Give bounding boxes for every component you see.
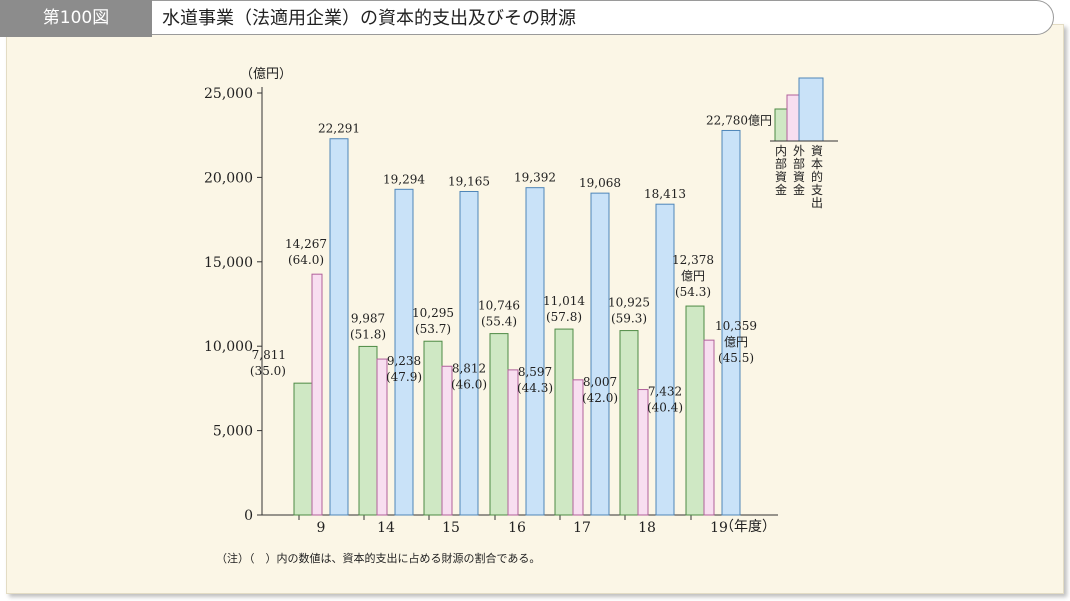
internal-value-label: 10,295 [412, 306, 454, 320]
internal-funds-bar [489, 333, 509, 516]
internal-funds-bar [423, 340, 443, 516]
internal-funds-bar [619, 330, 639, 516]
external-funds-bar [637, 389, 649, 516]
internal-value-label: 11,014 [543, 294, 585, 308]
external-share-label: (64.0) [288, 253, 324, 267]
x-tick-label: 18 [638, 520, 656, 536]
x-axis-unit-label: （年度） [720, 519, 776, 535]
capital-expenditure-bar [525, 187, 545, 516]
y-tick-label: 5,000 [213, 424, 253, 440]
internal-funds-bar [685, 305, 705, 516]
legend-label-external-funds: 外部資金 [793, 144, 805, 197]
external-unit-label: 億円 [724, 335, 748, 349]
external-value-label: 8,007 [583, 375, 617, 389]
external-share-label: (44.3) [517, 381, 553, 395]
capital-value-label: 19,294 [383, 172, 425, 186]
internal-funds-bar [293, 382, 313, 516]
external-share-label: (45.5) [718, 351, 754, 365]
internal-value-label: 10,925 [608, 296, 650, 310]
external-value-label: 9,238 [387, 354, 421, 368]
capital-value-label: 22,780億円 [706, 113, 772, 127]
internal-value-label: 12,378 [672, 253, 714, 267]
internal-share-label: (51.8) [350, 327, 386, 341]
external-value-label: 10,359 [715, 319, 757, 333]
capital-expenditure-bar [655, 203, 675, 516]
internal-unit-label: 億円 [681, 269, 705, 283]
chart-bars [293, 129, 741, 516]
external-share-label: (42.0) [582, 391, 618, 405]
internal-share-label: (53.7) [415, 322, 451, 336]
external-value-label: 8,812 [452, 361, 486, 375]
figure-number: 第100図 [0, 0, 152, 37]
external-funds-bar [376, 358, 388, 516]
y-tick-label: 20,000 [204, 170, 253, 186]
chart-axes: 0 5,000 10,000 15,000 20,000 25,000 9 14 15 16 17 1… [204, 86, 778, 536]
y-tick-label: 25,000 [204, 86, 253, 102]
capital-value-label: 19,392 [514, 171, 556, 185]
y-tick-label: 10,000 [204, 339, 253, 355]
legend-label-capital-expenditure: 資本的支出 [811, 144, 823, 210]
capital-value-label: 19,165 [448, 174, 490, 188]
y-axis-label: （億円） [240, 66, 292, 82]
internal-share-label: (57.8) [546, 310, 582, 324]
internal-share-label: (54.3) [675, 285, 711, 299]
external-value-label: 14,267 [285, 237, 327, 251]
external-share-label: (40.4) [647, 401, 683, 415]
external-funds-bar [441, 365, 453, 516]
y-tick-label: 15,000 [204, 255, 253, 271]
capital-value-label: 22,291 [318, 122, 360, 136]
external-share-label: (46.0) [451, 377, 487, 391]
internal-funds-bar [554, 328, 574, 516]
external-share-label: (47.9) [386, 370, 422, 384]
capital-expenditure-bar [590, 192, 610, 516]
capital-expenditure-bar [394, 188, 414, 516]
x-tick-label: 9 [317, 520, 326, 536]
internal-value-label: 9,987 [351, 311, 385, 325]
chart-note: （注）（ ）内の数値は、資本的支出に占める財源の割合である。 [216, 551, 540, 565]
external-funds-bar [507, 369, 519, 516]
internal-value-label: 10,746 [478, 299, 520, 313]
capital-expenditure-bar [329, 138, 349, 516]
external-funds-bar [311, 273, 323, 516]
internal-share-label: (55.4) [481, 315, 517, 329]
y-tick-label: 0 [244, 508, 253, 524]
external-funds-bar [703, 339, 715, 516]
internal-share-label: (59.3) [611, 312, 647, 326]
internal-share-label: (35.0) [250, 364, 286, 378]
x-tick-label: 19 [710, 520, 728, 536]
capital-expenditure-bar [721, 129, 741, 516]
x-tick-label: 14 [377, 520, 395, 536]
x-tick-label: 15 [442, 520, 460, 536]
external-value-label: 7,432 [648, 385, 682, 399]
external-funds-bar [572, 379, 584, 516]
capital-expenditure-bar [459, 190, 479, 516]
chart-labels: 22,291 7,811 (35.0) 14,267 (64.0) 19,294 9,987… [250, 113, 772, 414]
legend-label-internal-funds: 内部資金 [775, 144, 787, 197]
legend-swatch-capital-expenditure [798, 77, 824, 142]
external-value-label: 8,597 [518, 365, 552, 379]
capital-value-label: 18,413 [644, 187, 686, 201]
figure-title: 水道事業（法適用企業）の資本的支出及びその財源 [152, 0, 1054, 35]
internal-value-label: 7,811 [252, 348, 286, 362]
internal-funds-bar [358, 345, 378, 516]
capital-value-label: 19,068 [579, 176, 621, 190]
x-tick-label: 17 [573, 520, 591, 536]
x-tick-label: 16 [508, 520, 526, 536]
